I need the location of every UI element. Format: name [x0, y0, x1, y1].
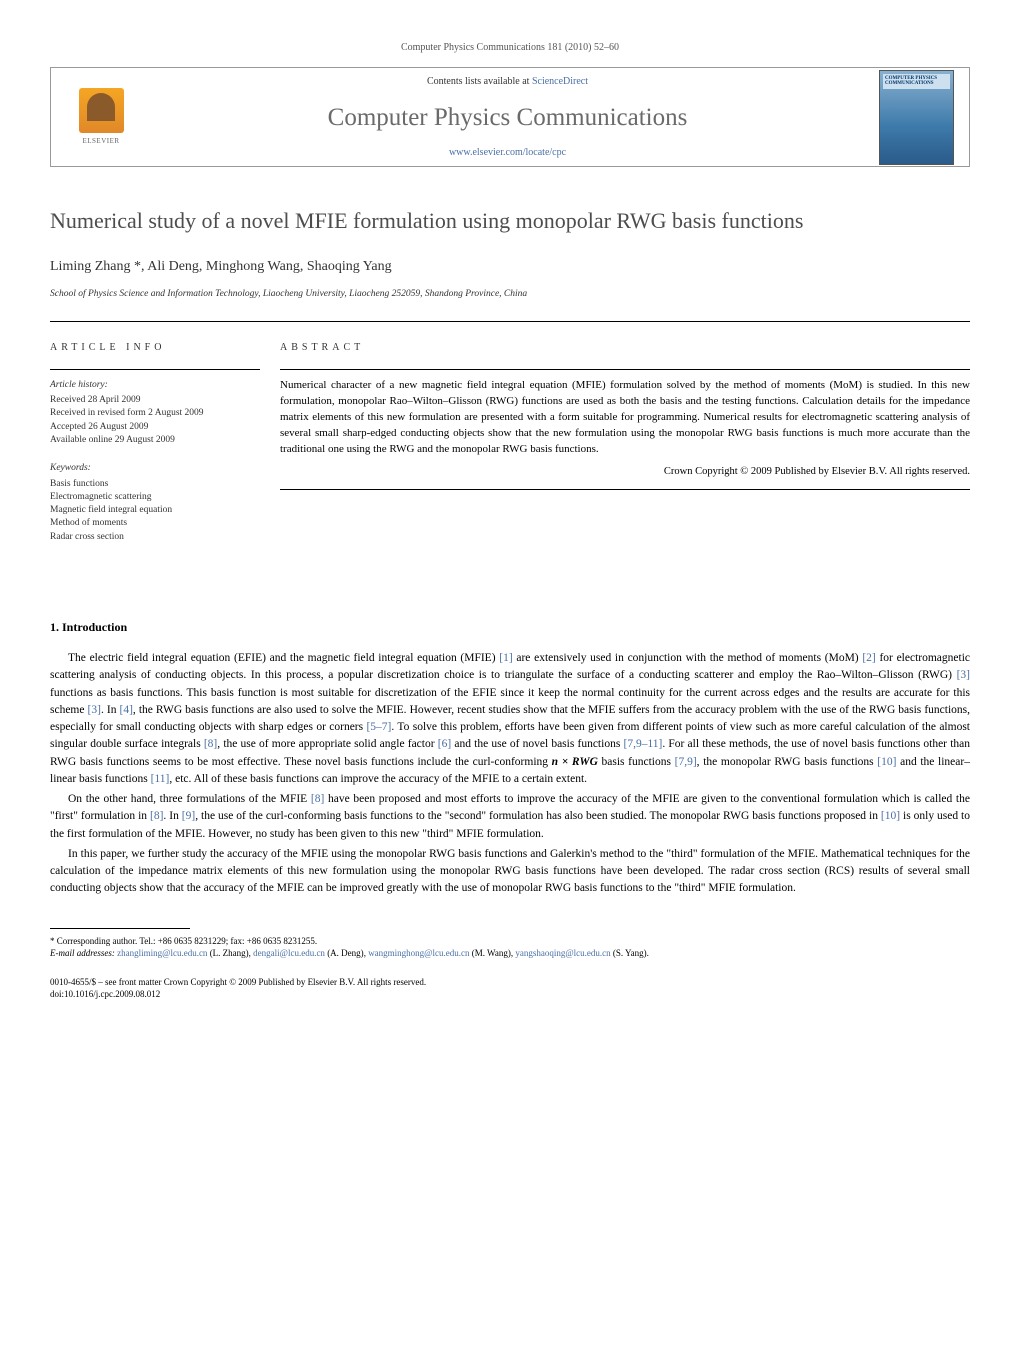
keyword-1: Electromagnetic scattering [50, 491, 260, 504]
ref-79[interactable]: [7,9] [675, 756, 697, 768]
history-block: Article history: Received 28 April 2009 … [50, 378, 260, 447]
history-received: Received 28 April 2009 [50, 394, 260, 407]
email-2[interactable]: wangminghong@lcu.edu.cn [368, 948, 469, 958]
ref-5-7[interactable]: [5–7] [366, 721, 391, 733]
p1-h: , the use of more appropriate solid angl… [217, 738, 437, 750]
section-1-heading: 1. Introduction [50, 618, 970, 636]
journal-link-wrap: www.elsevier.com/locate/cpc [151, 145, 864, 160]
journal-reference: Computer Physics Communications 181 (201… [50, 40, 970, 55]
elsevier-logo: ELSEVIER [71, 82, 131, 152]
abstract-text: Numerical character of a new magnetic fi… [280, 378, 970, 458]
ref-8[interactable]: [8] [204, 738, 217, 750]
ref-9[interactable]: [9] [182, 810, 195, 822]
ref-3b[interactable]: [3] [88, 704, 101, 716]
ref-3[interactable]: [3] [957, 669, 970, 681]
contents-line: Contents lists available at ScienceDirec… [151, 74, 864, 89]
intro-paragraph-1: The electric field integral equation (EF… [50, 650, 970, 788]
history-online: Available online 29 August 2009 [50, 434, 260, 447]
keyword-4: Radar cross section [50, 531, 260, 544]
keywords-block: Keywords: Basis functions Electromagneti… [50, 461, 260, 544]
corresponding-note: * Corresponding author. Tel.: +86 0635 8… [50, 935, 970, 948]
header-box: ELSEVIER Contents lists available at Sci… [50, 67, 970, 167]
elsevier-tree-icon [79, 88, 124, 133]
article-title: Numerical study of a novel MFIE formulat… [50, 207, 970, 236]
p1-b: are extensively used in conjunction with… [513, 652, 863, 664]
abstract-copyright: Crown Copyright © 2009 Published by Else… [280, 464, 970, 480]
authors: Liming Zhang *, Ali Deng, Minghong Wang,… [50, 256, 970, 277]
p2-d: , the use of the curl-conforming basis f… [195, 810, 881, 822]
sciencedirect-link[interactable]: ScienceDirect [532, 76, 588, 87]
p1-e: . In [101, 704, 120, 716]
keywords-label: Keywords: [50, 461, 260, 475]
keyword-0: Basis functions [50, 478, 260, 491]
ref-7911[interactable]: [7,9–11] [623, 738, 662, 750]
p1-l: , the monopolar RWG basis functions [697, 756, 878, 768]
p2-a: On the other hand, three formulations of… [68, 793, 311, 805]
ref-11[interactable]: [11] [151, 773, 170, 785]
email-1[interactable]: dengali@lcu.edu.cn [253, 948, 325, 958]
journal-url-link[interactable]: www.elsevier.com/locate/cpc [449, 147, 566, 158]
email-0[interactable]: zhangliming@lcu.edu.cn [117, 948, 207, 958]
doi-line: doi:10.1016/j.cpc.2009.08.012 [50, 988, 970, 1001]
ref-10b[interactable]: [10] [881, 810, 900, 822]
intro-paragraph-2: On the other hand, three formulations of… [50, 791, 970, 843]
intro-paragraph-3: In this paper, we further study the accu… [50, 846, 970, 898]
abstract-divider [280, 489, 970, 490]
p1-n: , etc. All of these basis functions can … [169, 773, 587, 785]
history-revised: Received in revised form 2 August 2009 [50, 407, 260, 420]
keyword-3: Method of moments [50, 517, 260, 530]
email-1-name: (A. Deng) [327, 948, 364, 958]
article-info-heading: ARTICLE INFO [50, 340, 260, 355]
email-3-name: (S. Yang) [613, 948, 647, 958]
ref-1[interactable]: [1] [499, 652, 512, 664]
ref-8c[interactable]: [8] [150, 810, 163, 822]
email-line: E-mail addresses: zhangliming@lcu.edu.cn… [50, 947, 970, 960]
history-label: Article history: [50, 378, 260, 392]
journal-title: Computer Physics Communications [151, 99, 864, 137]
p1-k: basis functions [598, 756, 675, 768]
abstract-heading: ABSTRACT [280, 340, 970, 355]
ref-6[interactable]: [6] [438, 738, 451, 750]
footer-separator [50, 928, 190, 929]
cover-title: COMPUTER PHYSICS COMMUNICATIONS [883, 74, 950, 89]
history-accepted: Accepted 26 August 2009 [50, 421, 260, 434]
email-3[interactable]: yangshaoqing@lcu.edu.cn [515, 948, 610, 958]
issn-line: 0010-4655/$ – see front matter Crown Cop… [50, 976, 970, 989]
keyword-2: Magnetic field integral equation [50, 504, 260, 517]
ref-8b[interactable]: [8] [311, 793, 324, 805]
ref-2[interactable]: [2] [862, 652, 875, 664]
p1-i: and the use of novel basis functions [451, 738, 623, 750]
p1-a: The electric field integral equation (EF… [68, 652, 499, 664]
article-info-column: ARTICLE INFO Article history: Received 2… [50, 340, 280, 558]
email-0-name: (L. Zhang) [210, 948, 249, 958]
journal-cover: COMPUTER PHYSICS COMMUNICATIONS [879, 70, 954, 165]
affiliation: School of Physics Science and Informatio… [50, 287, 970, 301]
nRWG: n × RWG [552, 756, 598, 768]
p2-c: . In [163, 810, 181, 822]
header-center: Contents lists available at ScienceDirec… [151, 74, 864, 160]
contents-text: Contents lists available at [427, 76, 532, 87]
email-2-name: (M. Wang) [472, 948, 511, 958]
ref-10[interactable]: [10] [877, 756, 896, 768]
email-label: E-mail addresses: [50, 948, 115, 958]
ref-4[interactable]: [4] [120, 704, 133, 716]
elsevier-label: ELSEVIER [82, 136, 119, 147]
abstract-column: ABSTRACT Numerical character of a new ma… [280, 340, 970, 558]
info-abstract-row: ARTICLE INFO Article history: Received 2… [50, 321, 970, 558]
